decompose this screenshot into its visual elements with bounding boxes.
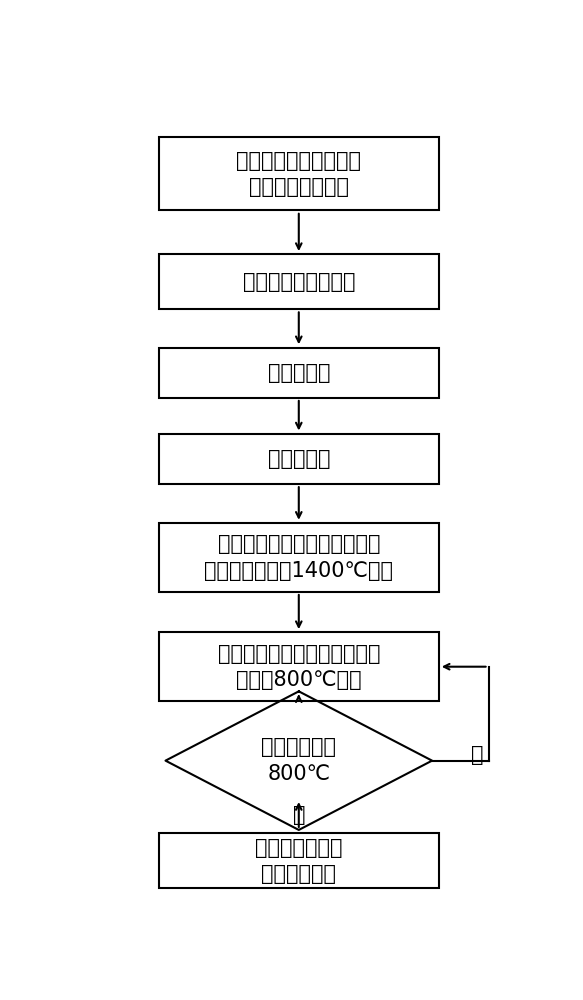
Bar bbox=[159, 137, 439, 210]
Text: 降低到开腔温度
取出外延材料: 降低到开腔温度 取出外延材料 bbox=[255, 838, 343, 884]
Text: 否: 否 bbox=[293, 805, 305, 825]
Text: 对衬底进行表面处理: 对衬底进行表面处理 bbox=[243, 272, 355, 292]
Text: 将衬底置于反应室中，
并对反应室抽真空: 将衬底置于反应室中， 并对反应室抽真空 bbox=[236, 151, 361, 197]
Text: 第二阶段降温，氢气氩退火，
降温至800℃以下: 第二阶段降温，氢气氩退火， 降温至800℃以下 bbox=[217, 644, 380, 690]
Bar bbox=[159, 434, 439, 484]
Text: 第一阶段降温，富碳环境氢气
氩退火，降温至1400℃以下: 第一阶段降温，富碳环境氢气 氩退火，降温至1400℃以下 bbox=[204, 534, 394, 581]
Text: 温度是否高于
800℃: 温度是否高于 800℃ bbox=[261, 737, 336, 784]
Bar bbox=[159, 833, 439, 888]
Text: 是: 是 bbox=[471, 745, 483, 765]
Bar bbox=[159, 348, 439, 398]
Bar bbox=[159, 523, 439, 592]
Text: 缓冲层生长: 缓冲层生长 bbox=[268, 363, 330, 383]
Bar bbox=[159, 632, 439, 701]
Text: 外延层生长: 外延层生长 bbox=[268, 449, 330, 469]
Bar bbox=[159, 254, 439, 309]
